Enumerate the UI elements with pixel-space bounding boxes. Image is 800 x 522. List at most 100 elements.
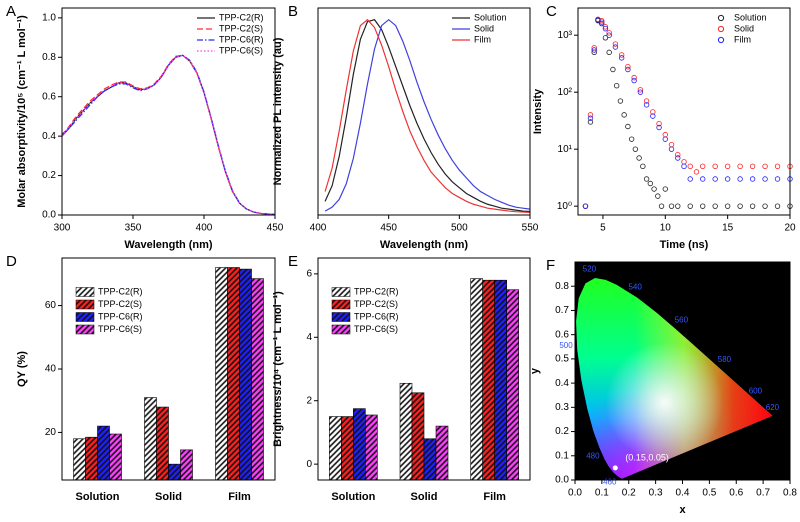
data-point (631, 74, 637, 81)
y-tick-label: 0.6 (42, 91, 56, 102)
y-tick-label: 0.3 (555, 402, 569, 413)
y-tick-label: 60 (45, 300, 57, 311)
legend-label: TPP-C2(S) (354, 299, 398, 309)
data-point (643, 98, 650, 104)
data-point (687, 203, 693, 209)
legend-swatch (75, 299, 95, 310)
legend-swatch (717, 36, 725, 44)
y-tick-label: 0.4 (42, 131, 56, 142)
x-tick-label: 10 (660, 223, 672, 234)
x-tick-label: 400 (196, 223, 213, 234)
x-axis-title: Time (ns) (660, 239, 709, 251)
data-point (625, 123, 631, 130)
legend-label: Solution (734, 12, 767, 22)
data-point (631, 77, 637, 84)
legend-label: TPP-C2(R) (219, 12, 264, 22)
data-point (675, 203, 681, 209)
bar (506, 289, 519, 481)
x-axis-title: x (679, 504, 686, 516)
data-point (737, 203, 743, 209)
data-point (625, 64, 631, 70)
data-point (662, 136, 668, 142)
data-point (712, 163, 718, 170)
data-point (762, 163, 768, 170)
data-point (700, 163, 706, 170)
y-axis-title: QY (%) (16, 351, 28, 387)
x-tick-label: 300 (54, 223, 71, 234)
data-point (762, 176, 768, 182)
data-point (632, 146, 639, 152)
x-category-label: Solution (76, 491, 120, 503)
legend-label: TPP-C6(S) (354, 324, 398, 334)
bar (85, 436, 98, 481)
x-category-label: Solution (331, 491, 375, 503)
data-point (602, 35, 609, 41)
legend-label: Film (734, 34, 751, 44)
data-point (598, 17, 605, 24)
gamut-fill (576, 278, 773, 479)
data-point (658, 203, 665, 209)
bar (399, 382, 413, 481)
x-tick-label: 450 (380, 223, 397, 234)
data-point (774, 163, 781, 170)
x-tick-label: 0.7 (756, 488, 770, 499)
legend-label: Solution (474, 12, 507, 22)
y-tick-label: 0.2 (42, 170, 56, 181)
data-point (749, 203, 756, 209)
data-point (668, 146, 675, 152)
x-category-label: Film (483, 491, 506, 503)
data-point (712, 176, 718, 182)
y-tick-label: 6 (306, 268, 312, 279)
data-point (668, 141, 675, 148)
data-point (606, 49, 612, 56)
data-point (598, 20, 605, 27)
y-tick-label: 0.5 (555, 354, 569, 365)
data-point (643, 102, 650, 108)
panel-letter: B (288, 3, 298, 20)
data-point (612, 44, 619, 50)
data-point (606, 32, 612, 38)
data-point (737, 163, 743, 170)
y-tick-label: 0.1 (555, 450, 569, 461)
series-line (324, 18, 531, 214)
data-point (737, 176, 743, 182)
x-tick-label: 5 (600, 223, 606, 234)
data-point (774, 203, 781, 209)
plot-frame (574, 261, 791, 481)
series-line (61, 54, 276, 216)
data-point (613, 82, 620, 89)
y-tick-label: 20 (45, 427, 57, 438)
wavelength-label: 460 (603, 477, 617, 486)
x-tick-label: 350 (125, 223, 142, 234)
x-axis-title: Wavelength (nm) (124, 239, 213, 251)
data-point (724, 176, 731, 182)
data-point (749, 176, 756, 182)
wavelength-label: 560 (675, 315, 689, 324)
y-axis-title: y (529, 367, 541, 374)
y-tick-label: 0.0 (42, 210, 56, 221)
y-tick-label: 0.4 (555, 378, 569, 389)
wavelength-label: 600 (749, 386, 763, 395)
y-tick-label: 1.0 (42, 12, 56, 23)
data-point (591, 47, 597, 53)
data-point (655, 193, 661, 199)
series-line (324, 19, 531, 213)
data-point (617, 98, 624, 104)
legend-label: Film (474, 34, 491, 44)
legend-label: TPP-C2(R) (354, 286, 399, 296)
x-tick-label: 500 (451, 223, 468, 234)
x-tick-label: 0.1 (595, 488, 609, 499)
panel-letter: E (288, 253, 298, 270)
data-point (700, 176, 706, 182)
y-axis-title: Molar absorptivity/10⁵ (cm⁻¹ L mol⁻¹) (16, 15, 28, 208)
y-tick-label: 10⁰ (557, 201, 572, 212)
plot-frame (61, 257, 276, 481)
data-point (675, 155, 681, 161)
legend-label: TPP-C2(S) (219, 23, 263, 33)
data-point (621, 112, 627, 118)
data-point (643, 176, 650, 182)
x-tick-label: 0.8 (783, 488, 797, 499)
y-tick-label: 2 (306, 395, 312, 406)
data-point (602, 24, 609, 30)
bar (227, 267, 240, 481)
